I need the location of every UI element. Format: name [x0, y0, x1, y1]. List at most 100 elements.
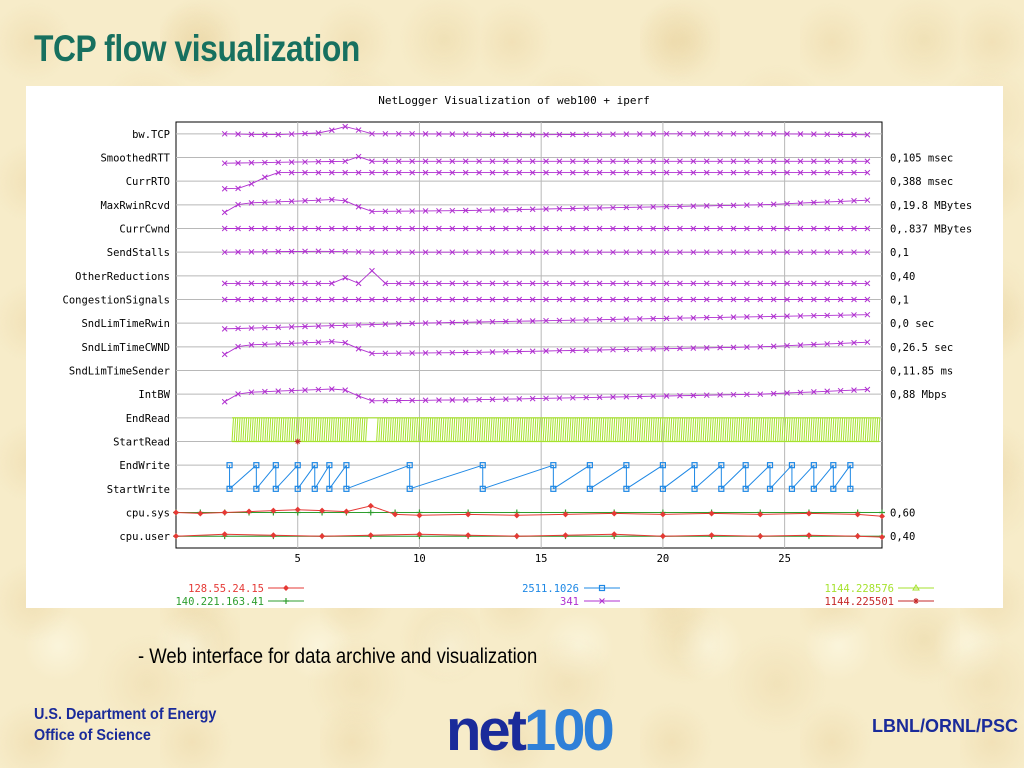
- tcp-point: [516, 225, 523, 232]
- tcp-point: [851, 249, 857, 256]
- tcp-point: [690, 296, 697, 303]
- tcp-point: [262, 159, 268, 166]
- tcp-point: [636, 296, 643, 303]
- tcp-point: [596, 169, 603, 176]
- intbw-point: [516, 395, 523, 402]
- tcp-point: [583, 317, 590, 323]
- tcp-point: [302, 248, 308, 255]
- tcp-point: [235, 325, 241, 332]
- tcp-point: [623, 280, 630, 287]
- tcp-point: [409, 208, 415, 214]
- tcp-point: [703, 314, 710, 321]
- tcp-point: [730, 202, 737, 209]
- tcp-point: [422, 350, 429, 356]
- tcp-point: [235, 225, 241, 232]
- tcp-point: [503, 158, 509, 165]
- tcp-point: [797, 169, 804, 176]
- tcp-point: [837, 225, 844, 232]
- start-write-point: [311, 485, 318, 492]
- tcp-point: [757, 225, 764, 232]
- tcp-point: [824, 169, 831, 176]
- tcp-point: [369, 267, 375, 274]
- tcp-point: [369, 208, 375, 215]
- tcp-point: [864, 225, 871, 232]
- tcp-point: [248, 280, 255, 287]
- cpu-user-host1-line: [175, 533, 883, 538]
- tcp-point: [810, 158, 817, 165]
- tcp-point: [650, 131, 657, 137]
- tcp-point: [757, 296, 764, 303]
- tcp-point: [436, 131, 442, 137]
- tcp-point: [610, 296, 616, 303]
- tcp-point: [824, 312, 831, 319]
- tcp-point: [583, 280, 590, 287]
- tcp-series-line: [224, 172, 868, 190]
- tcp-point: [449, 158, 456, 165]
- intbw-point: [529, 395, 536, 402]
- tcp-point: [703, 158, 710, 165]
- row-label: SmoothedRTT: [100, 153, 170, 165]
- tcp-point: [476, 280, 482, 287]
- intbw-point: [770, 390, 777, 397]
- legend-swatch-marker: [283, 585, 289, 591]
- tcp-point: [717, 130, 723, 137]
- tcp-point: [851, 197, 857, 204]
- tcp-point: [851, 280, 857, 287]
- legend-label: 1144.228576: [824, 583, 894, 595]
- tcp-point: [422, 169, 429, 176]
- tcp-point: [583, 249, 590, 256]
- tcp-point: [556, 205, 563, 212]
- tcp-point: [864, 280, 871, 287]
- row-label: CurrRTO: [126, 176, 170, 188]
- tcp-point: [650, 249, 657, 256]
- tcp-point: [382, 296, 389, 303]
- intbw-point: [328, 386, 335, 392]
- tcp-point: [730, 130, 737, 137]
- row-range-label: 0,19.8 MBytes: [890, 200, 972, 212]
- tcp-point: [663, 130, 670, 137]
- tcp-point: [650, 158, 657, 165]
- tcp-point: [489, 169, 496, 176]
- tcp-point: [462, 169, 469, 176]
- x-tick-label: 25: [778, 553, 791, 565]
- tcp-point: [503, 280, 509, 287]
- tcp-point: [422, 280, 429, 287]
- tcp-point: [395, 158, 402, 165]
- tcp-point: [503, 318, 509, 325]
- tcp-point: [476, 296, 482, 303]
- intbw-point: [730, 391, 737, 398]
- end-write-point: [272, 462, 279, 469]
- tcp-point: [503, 169, 509, 176]
- tcp-point: [744, 169, 750, 176]
- org-line-2: Office of Science: [34, 727, 151, 744]
- tcp-point: [422, 225, 429, 232]
- tcp-point: [650, 280, 657, 287]
- tcp-point: [730, 249, 737, 256]
- cpu-user-host1-point: [611, 531, 618, 538]
- intbw-line: [224, 388, 868, 403]
- x-tick-label: 15: [535, 553, 548, 565]
- cpu-user-host1-point: [854, 533, 861, 540]
- tcp-point: [489, 207, 496, 213]
- tcp-point: [369, 350, 375, 357]
- tcp-point: [489, 296, 496, 303]
- tcp-point: [369, 225, 375, 232]
- tcp-point: [770, 201, 777, 208]
- tcp-point: [529, 249, 536, 256]
- tcp-point: [248, 159, 255, 166]
- end-write-point: [326, 462, 333, 469]
- tcp-point: [248, 131, 255, 138]
- tcp-point: [690, 158, 697, 165]
- tcp-point: [302, 296, 308, 303]
- tcp-point: [503, 296, 509, 303]
- intbw-point: [436, 397, 442, 403]
- row-range-label: 0,26.5 sec: [890, 342, 953, 354]
- intbw-point: [369, 397, 375, 404]
- tcp-point: [784, 131, 790, 137]
- tcp-point: [797, 131, 804, 137]
- tcp-point: [302, 225, 308, 232]
- tcp-point: [677, 280, 683, 287]
- tcp-point: [583, 225, 590, 232]
- tcp-point: [703, 225, 710, 232]
- tcp-point: [610, 204, 616, 211]
